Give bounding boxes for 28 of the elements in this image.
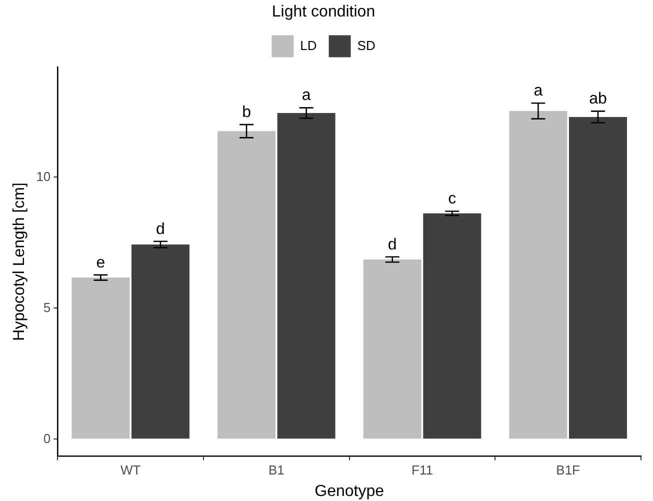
data-label: ab — [589, 90, 607, 108]
y-tick-label: 10 — [36, 168, 51, 184]
x-tick-label: B1F — [556, 462, 580, 478]
bar — [72, 278, 130, 439]
data-label: a — [534, 82, 543, 100]
bar — [363, 259, 422, 439]
data-label: e — [96, 254, 106, 272]
bar — [509, 110, 568, 439]
y-axis-title: Hypocotyl Length [cm] — [11, 182, 28, 341]
data-label: d — [156, 220, 165, 238]
bar — [277, 113, 336, 439]
legend-title: Light condition — [272, 3, 376, 20]
y-tick-label: 5 — [43, 300, 51, 315]
data-label: d — [388, 236, 397, 254]
x-tick-label: WT — [120, 462, 141, 478]
legend-label: LD — [300, 38, 317, 53]
y-tick-label: 0 — [43, 430, 51, 446]
data-label: a — [302, 87, 311, 104]
data-label: b — [242, 104, 252, 121]
x-axis-title: Genotype — [314, 482, 384, 500]
bar — [218, 131, 276, 439]
bar — [131, 244, 190, 439]
legend-label: SD — [357, 38, 376, 53]
x-tick-label: B1 — [268, 462, 284, 478]
bar — [568, 116, 627, 439]
data-label: c — [448, 190, 456, 208]
bar — [423, 213, 482, 439]
x-tick-label: F11 — [412, 462, 433, 478]
